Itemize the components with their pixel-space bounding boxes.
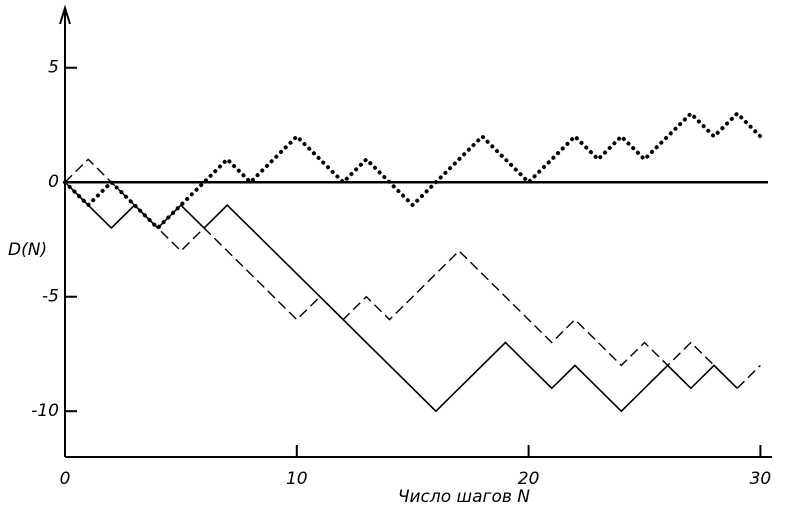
x-tick-label: 10 [286,469,308,489]
series-line [64,158,761,390]
y-tick-label: -5 [42,287,59,307]
y-arrow [59,4,71,25]
y-tick-label: 0 [48,172,59,192]
series-line [63,110,763,231]
x-tick-label: 0 [60,469,71,489]
y-tick-label: -10 [31,401,59,421]
series-line [64,181,738,413]
y-tick-label: 5 [48,58,59,78]
y-axis-label: D(N) [8,240,47,260]
x-tick-label: 30 [750,469,772,489]
x-axis-label: Число шагов N [398,487,530,507]
x-tick-label: 20 [518,469,540,489]
